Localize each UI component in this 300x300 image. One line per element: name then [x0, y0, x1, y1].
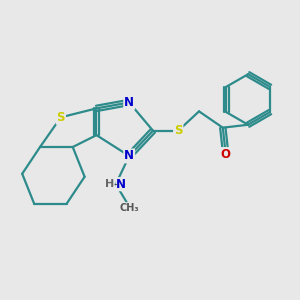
Text: N: N — [124, 96, 134, 109]
Text: CH₃: CH₃ — [119, 203, 139, 213]
Text: O: O — [221, 148, 231, 161]
Text: S: S — [174, 124, 182, 137]
Text: S: S — [57, 111, 65, 124]
Text: H: H — [105, 179, 114, 189]
Text: N: N — [124, 149, 134, 162]
Text: -: - — [113, 179, 117, 189]
Text: N: N — [116, 178, 126, 191]
